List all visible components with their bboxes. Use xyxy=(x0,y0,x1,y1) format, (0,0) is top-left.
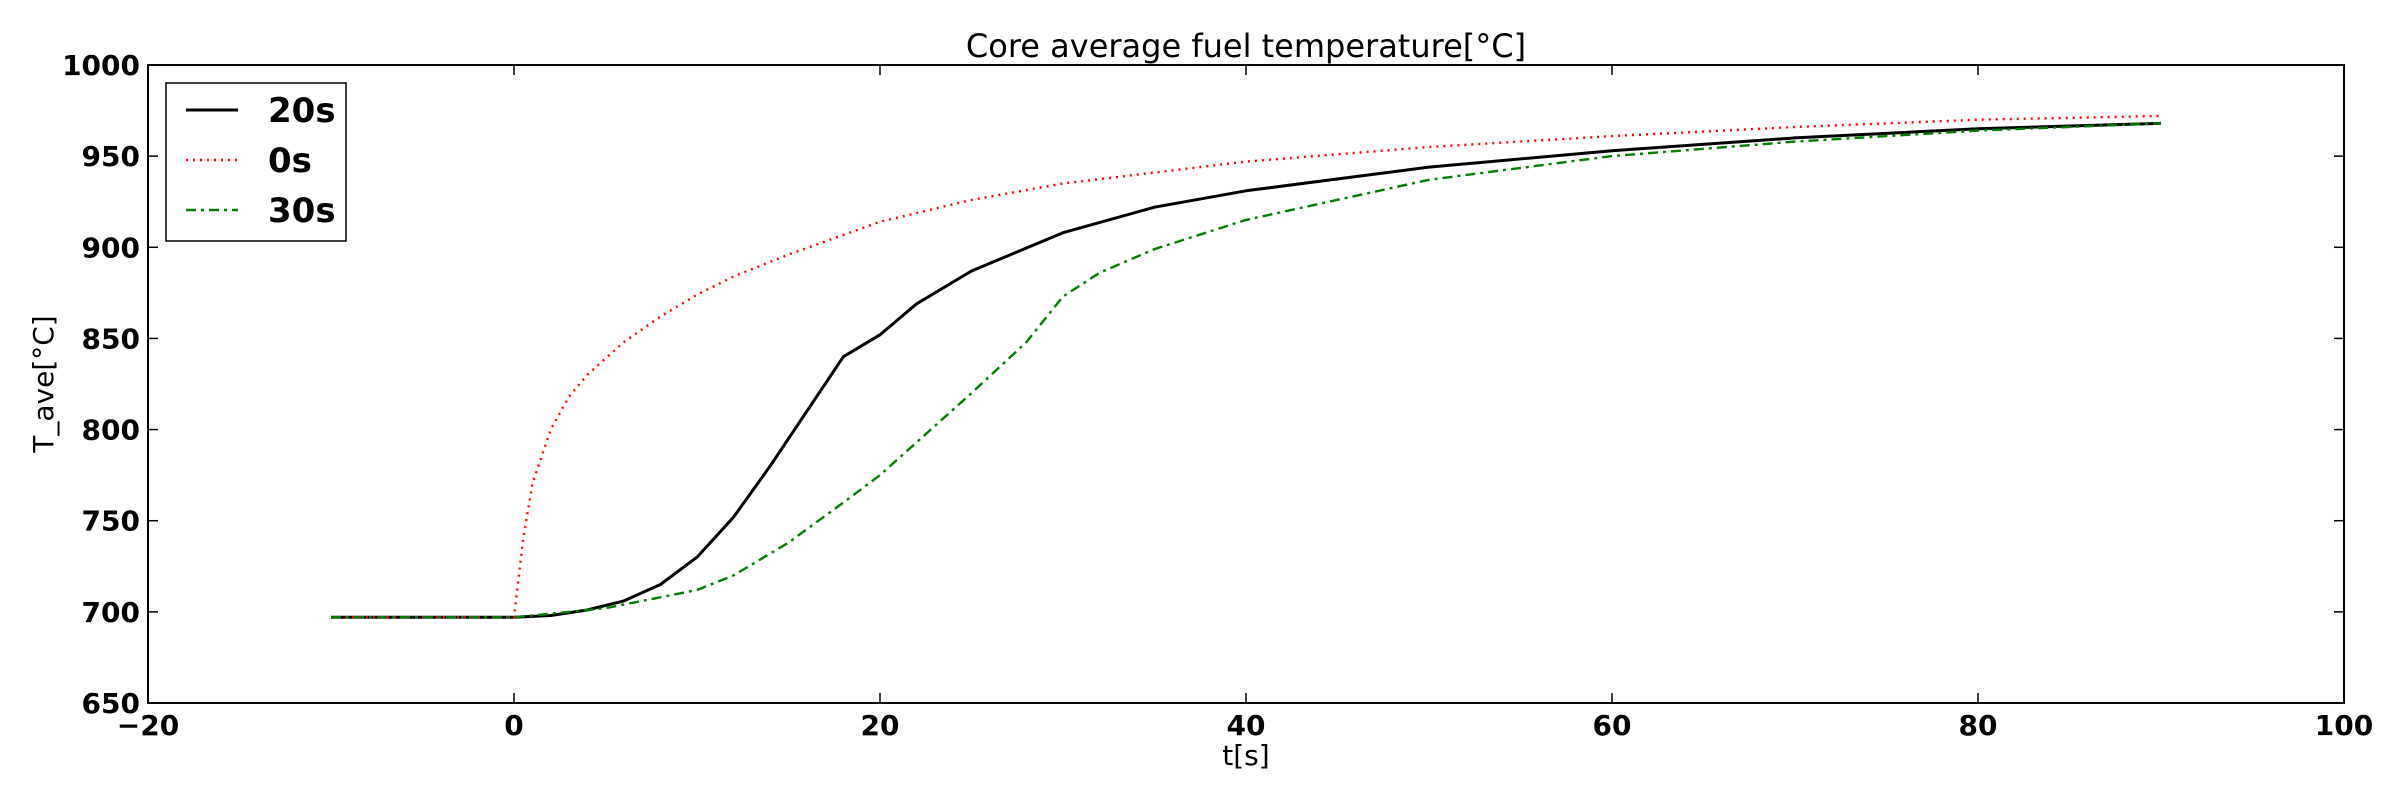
y-tick-label: 1000 xyxy=(62,49,140,82)
x-tick-label: 60 xyxy=(1593,709,1632,742)
plot-layer xyxy=(331,114,2162,619)
legend-label-20s: 20s xyxy=(268,91,336,131)
legend: 20s 0s 30s xyxy=(165,82,347,242)
series-line-30s xyxy=(331,122,2162,619)
x-tick-label: 80 xyxy=(1959,709,1998,742)
y-tick-label: 700 xyxy=(82,596,140,629)
y-tick-label: 900 xyxy=(82,231,140,264)
x-tick-label: −20 xyxy=(117,709,179,742)
y-axis-label: T_ave[°C] xyxy=(27,315,60,453)
x-tick-label: 100 xyxy=(2315,709,2373,742)
series-line-20s xyxy=(331,121,2162,619)
y-tick-label: 950 xyxy=(82,140,140,173)
x-tick-label: 40 xyxy=(1227,709,1266,742)
y-tick-label: 650 xyxy=(82,687,140,720)
legend-label-0s: 0s xyxy=(268,141,312,181)
x-tick-label: 20 xyxy=(861,709,900,742)
y-tick-label: 750 xyxy=(82,505,140,538)
y-tick-label: 800 xyxy=(82,414,140,447)
chart-title: Core average fuel temperature[°C] xyxy=(966,27,1526,65)
x-axis-label: t[s] xyxy=(1222,739,1269,772)
x-tick-label: 0 xyxy=(504,709,523,742)
legend-label-30s: 30s xyxy=(268,191,336,231)
y-tick-label: 850 xyxy=(82,322,140,355)
plot-frame xyxy=(147,64,2345,704)
series-line-0s xyxy=(331,114,2162,619)
ticks-layer: −20 0 20 40 60 80 100 650 700 750 800 850 900 950 1000 xyxy=(62,49,2373,742)
